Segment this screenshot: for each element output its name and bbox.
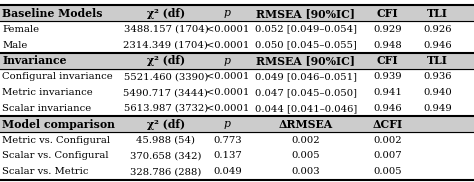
Text: 0.929: 0.929: [373, 25, 402, 34]
Text: TLI: TLI: [427, 8, 448, 19]
Text: Scalar invariance: Scalar invariance: [2, 104, 91, 113]
Text: 0.948: 0.948: [373, 41, 402, 50]
Text: p: p: [224, 56, 231, 66]
Text: <0.0001: <0.0001: [206, 104, 249, 113]
Text: 0.137: 0.137: [213, 151, 242, 160]
Text: 0.002: 0.002: [292, 136, 320, 145]
Text: ΔRMSEA: ΔRMSEA: [279, 119, 333, 130]
Text: Scalar vs. Metric: Scalar vs. Metric: [2, 167, 89, 176]
Text: 0.052 [0.049–0.054]: 0.052 [0.049–0.054]: [255, 25, 357, 34]
Text: 0.044 [0.041–0.046]: 0.044 [0.041–0.046]: [255, 104, 357, 113]
Bar: [0, 116, 474, 132]
Text: 3488.157 (1704): 3488.157 (1704): [124, 25, 208, 34]
Text: <0.0001: <0.0001: [206, 72, 249, 81]
Text: Male: Male: [2, 41, 28, 50]
Text: 0.946: 0.946: [373, 104, 402, 113]
Text: χ² (df): χ² (df): [147, 8, 185, 19]
Text: 0.941: 0.941: [373, 88, 402, 97]
Text: 0.049 [0.046–0.051]: 0.049 [0.046–0.051]: [255, 72, 357, 81]
Text: Metric invariance: Metric invariance: [2, 88, 93, 97]
Text: CFI: CFI: [377, 8, 398, 19]
Text: 0.940: 0.940: [423, 88, 452, 97]
Text: 370.658 (342): 370.658 (342): [130, 151, 201, 160]
Bar: [0, 5, 474, 21]
Text: 5613.987 (3732): 5613.987 (3732): [124, 104, 208, 113]
Text: <0.0001: <0.0001: [206, 88, 249, 97]
Text: 0.926: 0.926: [423, 25, 452, 34]
Text: p: p: [224, 8, 231, 18]
Text: 2314.349 (1704): 2314.349 (1704): [123, 41, 209, 50]
Bar: [0, 53, 474, 69]
Text: CFI: CFI: [377, 55, 398, 66]
Text: Model comparison: Model comparison: [2, 119, 115, 130]
Text: 0.049: 0.049: [213, 167, 242, 176]
Text: 0.047 [0.045–0.050]: 0.047 [0.045–0.050]: [255, 88, 357, 97]
Text: 0.003: 0.003: [292, 167, 320, 176]
Text: χ² (df): χ² (df): [147, 119, 185, 130]
Text: <0.0001: <0.0001: [206, 25, 249, 34]
Text: RMSEA [90%IC]: RMSEA [90%IC]: [256, 8, 355, 19]
Text: 0.005: 0.005: [373, 167, 402, 176]
Text: 0.946: 0.946: [423, 41, 452, 50]
Text: 0.050 [0.045–0.055]: 0.050 [0.045–0.055]: [255, 41, 356, 50]
Text: Invariance: Invariance: [2, 55, 67, 66]
Text: 0.005: 0.005: [292, 151, 320, 160]
Text: TLI: TLI: [427, 55, 448, 66]
Text: χ² (df): χ² (df): [147, 55, 185, 66]
Text: 0.773: 0.773: [213, 136, 242, 145]
Text: RMSEA [90%IC]: RMSEA [90%IC]: [256, 55, 355, 66]
Text: 5490.717 (3444): 5490.717 (3444): [123, 88, 209, 97]
Text: 328.786 (288): 328.786 (288): [130, 167, 201, 176]
Text: <0.0001: <0.0001: [206, 41, 249, 50]
Text: 0.002: 0.002: [373, 136, 402, 145]
Text: 0.949: 0.949: [423, 104, 452, 113]
Text: p: p: [224, 119, 231, 129]
Text: ΔCFI: ΔCFI: [373, 119, 402, 130]
Text: Metric vs. Configural: Metric vs. Configural: [2, 136, 110, 145]
Text: 0.936: 0.936: [423, 72, 452, 81]
Text: 0.007: 0.007: [373, 151, 402, 160]
Text: 0.939: 0.939: [373, 72, 402, 81]
Text: Baseline Models: Baseline Models: [2, 8, 103, 19]
Text: 5521.460 (3390): 5521.460 (3390): [124, 72, 208, 81]
Text: Scalar vs. Configural: Scalar vs. Configural: [2, 151, 109, 160]
Text: 45.988 (54): 45.988 (54): [137, 136, 195, 145]
Text: Configural invariance: Configural invariance: [2, 72, 113, 81]
Text: Female: Female: [2, 25, 39, 34]
